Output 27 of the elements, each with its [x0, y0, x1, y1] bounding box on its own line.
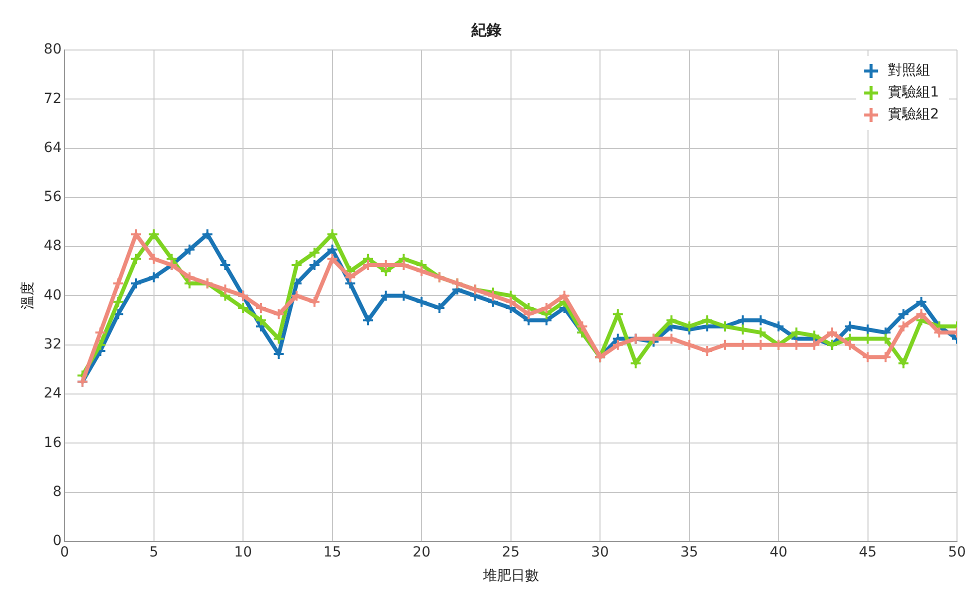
x-axis-title: 堆肥日數	[482, 568, 539, 584]
y-tick-label: 48	[44, 238, 62, 254]
y-tick-label: 64	[44, 140, 62, 156]
y-tick-label: 72	[44, 90, 62, 107]
x-tick-label: 40	[770, 544, 788, 560]
y-tick-label: 8	[52, 484, 62, 500]
y-axis-title: 溫度	[20, 282, 36, 310]
x-tick-label: 20	[412, 544, 430, 560]
y-tick-label: 40	[44, 287, 62, 304]
chart-title: 紀錄	[470, 20, 502, 39]
x-tick-label: 15	[323, 544, 342, 560]
x-tick-label: 10	[234, 544, 252, 560]
x-tick-label: 50	[948, 544, 966, 560]
y-tick-label: 32	[44, 336, 62, 352]
legend-label: 實驗組2	[888, 106, 940, 123]
x-tick-label: 30	[591, 544, 609, 560]
y-tick-label: 16	[44, 434, 62, 451]
x-tick-label: 35	[680, 544, 698, 560]
y-tick-label: 0	[52, 533, 62, 550]
x-tick-label: 25	[502, 544, 520, 560]
y-tick-label: 56	[44, 189, 62, 206]
y-tick-label: 24	[44, 386, 62, 402]
x-tick-label: 5	[149, 544, 158, 560]
legend-label: 對照組	[888, 62, 930, 79]
y-tick-label: 80	[44, 42, 62, 58]
legend-label: 實驗組1	[888, 84, 940, 101]
x-tick-label: 45	[858, 544, 877, 560]
